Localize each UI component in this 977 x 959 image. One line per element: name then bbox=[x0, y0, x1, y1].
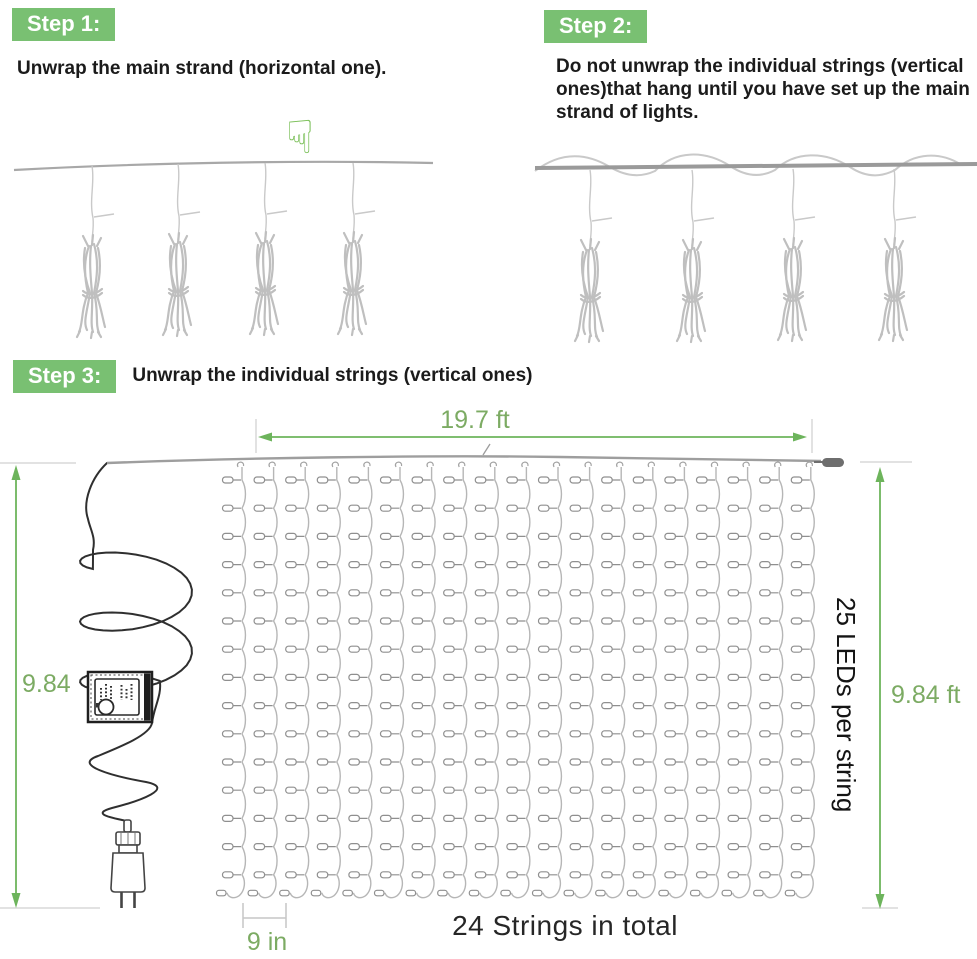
main-strand-sketch bbox=[13, 160, 434, 172]
strand-end-connector bbox=[814, 458, 844, 467]
pointing-hand-icon: ☟ bbox=[286, 110, 315, 164]
step-1-text: Unwrap the main strand (horizontal one). bbox=[17, 58, 387, 79]
curtain-strings bbox=[215, 461, 815, 899]
step-1-badge: Step 1: bbox=[12, 8, 116, 41]
step-3-text: Unwrap the individual strings (vertical … bbox=[132, 365, 533, 387]
width-dimension-label: 19.7 ft bbox=[440, 406, 510, 434]
controller-button bbox=[97, 698, 115, 716]
step-3-badge: Step 3: bbox=[13, 360, 117, 393]
step-2-badge: Step 2: bbox=[544, 10, 648, 43]
power-cord-wire bbox=[78, 462, 193, 822]
step-1-illustration bbox=[13, 160, 434, 340]
step-2-illustration bbox=[534, 153, 977, 344]
step-2-text: Do not unwrap the individual strings (ve… bbox=[556, 56, 970, 123]
curtain-diagram bbox=[0, 419, 912, 928]
step-1-section: Step 1: Unwrap the main strand (horizont… bbox=[12, 8, 386, 81]
left-height-dimension-arrow bbox=[11, 465, 21, 908]
controller-box bbox=[86, 670, 154, 724]
string-spacing-label: 9 in bbox=[246, 928, 288, 956]
left-height-dimension-label: 9.84 bbox=[22, 670, 71, 698]
main-strand-sketch-wrapped bbox=[534, 162, 977, 170]
curtain-top-strand bbox=[106, 455, 822, 465]
step-2-section: Step 2: Do not unwrap the individual str… bbox=[544, 10, 976, 124]
right-height-dimension-arrow bbox=[875, 467, 885, 909]
strings-total-label: 24 Strings in total bbox=[452, 910, 678, 941]
right-height-dimension-label: 9.84 ft bbox=[891, 681, 961, 709]
power-plug bbox=[110, 819, 146, 908]
width-dimension-arrow bbox=[258, 432, 807, 442]
string-spacing-bracket bbox=[242, 903, 287, 928]
leds-per-string-label: 25 LEDs per string bbox=[831, 597, 861, 813]
step-3-section: Step 3: Unwrap the individual strings (v… bbox=[13, 360, 533, 393]
